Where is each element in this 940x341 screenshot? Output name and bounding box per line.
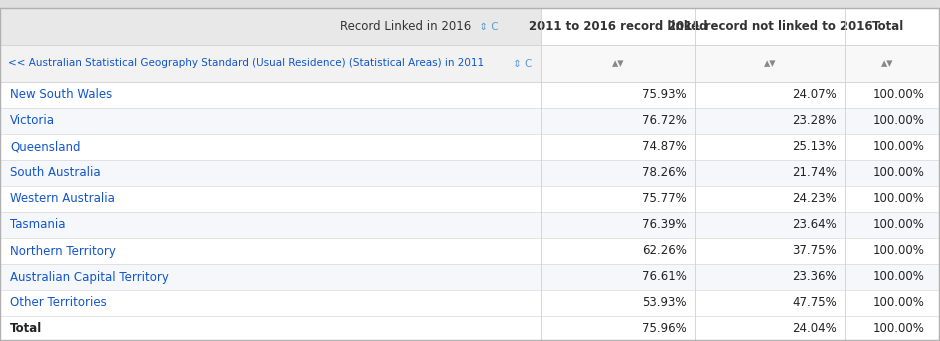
Bar	[0, 8, 541, 45]
Bar	[0, 82, 940, 108]
Bar	[0, 186, 940, 212]
Text: Record Linked in 2016: Record Linked in 2016	[339, 20, 471, 33]
Bar	[541, 290, 940, 316]
Text: 100.00%: 100.00%	[873, 219, 925, 232]
Bar	[541, 160, 940, 186]
Text: 37.75%: 37.75%	[792, 244, 837, 257]
Text: Western Australia: Western Australia	[10, 193, 115, 206]
Bar	[0, 134, 940, 160]
Text: 100.00%: 100.00%	[873, 270, 925, 283]
Bar	[541, 134, 940, 160]
Text: 100.00%: 100.00%	[873, 323, 925, 336]
Bar	[541, 186, 940, 212]
Text: 100.00%: 100.00%	[873, 115, 925, 128]
Text: 53.93%: 53.93%	[643, 297, 687, 310]
Text: 100.00%: 100.00%	[873, 89, 925, 102]
Text: Northern Territory: Northern Territory	[10, 244, 116, 257]
Bar	[541, 316, 940, 341]
Bar	[0, 238, 940, 264]
Text: Total: Total	[871, 20, 903, 33]
Text: 76.39%: 76.39%	[642, 219, 687, 232]
Bar	[0, 316, 940, 341]
Text: ⇕ C: ⇕ C	[476, 21, 498, 31]
Bar	[541, 45, 940, 82]
Text: 76.72%: 76.72%	[642, 115, 687, 128]
Text: 23.36%: 23.36%	[792, 270, 837, 283]
Text: 100.00%: 100.00%	[873, 166, 925, 179]
Text: Total: Total	[10, 323, 42, 336]
Text: Queensland: Queensland	[10, 140, 81, 153]
Text: 76.61%: 76.61%	[642, 270, 687, 283]
Bar	[0, 290, 940, 316]
Bar	[0, 45, 940, 82]
Bar	[541, 108, 940, 134]
Bar	[541, 264, 940, 290]
Text: Tasmania: Tasmania	[10, 219, 66, 232]
Text: 2011 record not linked to 2016: 2011 record not linked to 2016	[667, 20, 872, 33]
Text: 24.23%: 24.23%	[792, 193, 837, 206]
Text: 24.07%: 24.07%	[792, 89, 837, 102]
Text: 100.00%: 100.00%	[873, 244, 925, 257]
Text: 23.64%: 23.64%	[792, 219, 837, 232]
Text: ▴▾: ▴▾	[763, 57, 776, 70]
Text: 25.13%: 25.13%	[792, 140, 837, 153]
Bar	[0, 160, 940, 186]
Bar	[0, 0, 940, 8]
Text: 47.75%: 47.75%	[792, 297, 837, 310]
Bar	[541, 212, 940, 238]
Text: South Australia: South Australia	[10, 166, 101, 179]
Text: 100.00%: 100.00%	[873, 140, 925, 153]
Text: 78.26%: 78.26%	[642, 166, 687, 179]
Text: 62.26%: 62.26%	[642, 244, 687, 257]
Text: ⇕ C: ⇕ C	[513, 59, 532, 69]
Text: 24.04%: 24.04%	[792, 323, 837, 336]
Bar	[0, 108, 940, 134]
Text: Other Territories: Other Territories	[10, 297, 107, 310]
Text: 23.28%: 23.28%	[792, 115, 837, 128]
Text: 100.00%: 100.00%	[873, 297, 925, 310]
Text: << Australian Statistical Geography Standard (Usual Residence) (Statistical Area: << Australian Statistical Geography Stan…	[8, 59, 484, 69]
Text: ▴▾: ▴▾	[882, 57, 894, 70]
Text: 100.00%: 100.00%	[873, 193, 925, 206]
Text: 75.96%: 75.96%	[642, 323, 687, 336]
Bar	[0, 212, 940, 238]
Bar	[0, 8, 940, 45]
Text: 75.77%: 75.77%	[642, 193, 687, 206]
Text: Australian Capital Territory: Australian Capital Territory	[10, 270, 169, 283]
Text: 75.93%: 75.93%	[642, 89, 687, 102]
Bar	[0, 264, 940, 290]
Text: ▴▾: ▴▾	[612, 57, 624, 70]
Text: Victoria: Victoria	[10, 115, 55, 128]
Text: 21.74%: 21.74%	[792, 166, 837, 179]
Bar	[541, 8, 940, 45]
Bar	[541, 82, 940, 108]
Bar	[541, 238, 940, 264]
Text: New South Wales: New South Wales	[10, 89, 112, 102]
Text: 2011 to 2016 record linked: 2011 to 2016 record linked	[528, 20, 707, 33]
Text: 74.87%: 74.87%	[642, 140, 687, 153]
